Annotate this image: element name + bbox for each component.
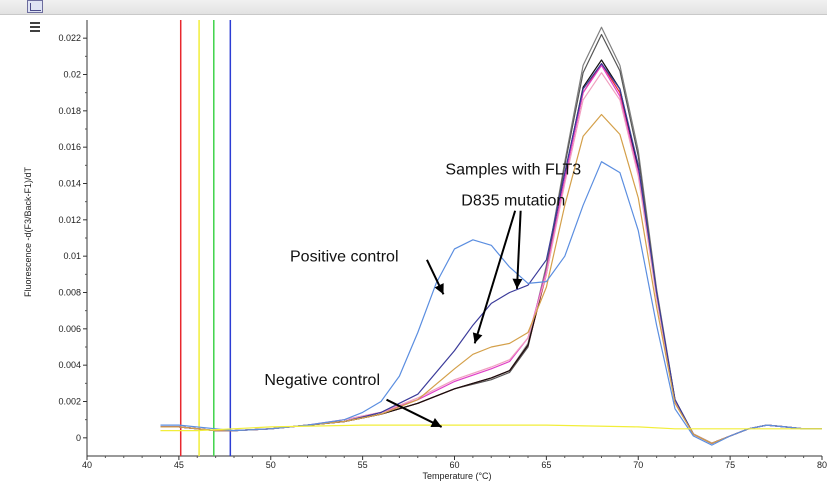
- melt-curve: [160, 64, 822, 444]
- annotation-label: Samples with FLT3: [445, 161, 581, 178]
- arrow-head: [430, 418, 442, 427]
- annotations: Samples with FLT3 D835 mutation Positive c…: [264, 161, 581, 389]
- y-tick-label: 0.004: [58, 360, 81, 370]
- arrow-head: [434, 283, 444, 295]
- annotation-arrows: [386, 210, 523, 428]
- melt-curve: [160, 59, 822, 444]
- y-tick-label: 0: [76, 433, 81, 443]
- x-tick-label: 60: [449, 460, 459, 470]
- annotation-label: Positive control: [290, 249, 399, 266]
- y-tick-label: 0.022: [58, 33, 81, 43]
- y-tick-label: 0.02: [63, 70, 81, 80]
- x-tick-label: 55: [358, 460, 368, 470]
- y-tick-label: 0.002: [58, 397, 81, 407]
- axes: 40 45 50 55 60 65 70 75 80 0 0.002 0.004 0.006 0.008 0…: [58, 20, 827, 470]
- y-tick-label: 0.014: [58, 179, 81, 189]
- window-top-bar: [0, 0, 827, 15]
- y-tick-label: 0.018: [58, 106, 81, 116]
- melt-curve: [160, 26, 822, 444]
- x-tick-label: 65: [541, 460, 551, 470]
- annotation-label: D835 mutation: [461, 192, 565, 209]
- x-tick-label: 75: [725, 460, 735, 470]
- x-tick-label: 40: [82, 460, 92, 470]
- series-lines: [160, 26, 822, 446]
- melt-curve: [160, 72, 822, 444]
- y-tick-label: 0.006: [58, 324, 81, 334]
- melt-curve: [160, 424, 822, 432]
- vertical-markers: [179, 20, 232, 456]
- chart-icon[interactable]: [27, 0, 43, 13]
- y-tick-label: 0.012: [58, 215, 81, 225]
- y-tick-label: 0.016: [58, 142, 81, 152]
- menu-icon[interactable]: [28, 20, 42, 34]
- arrow-shaft: [473, 210, 517, 344]
- x-tick-label: 45: [174, 460, 184, 470]
- y-tick-label: 0.01: [63, 251, 81, 261]
- arrow-head: [472, 332, 483, 344]
- annotation-label: Negative control: [264, 372, 380, 389]
- melt-curve: [160, 33, 822, 444]
- y-tick-label: 0.008: [58, 288, 81, 298]
- x-axis-label: Temperature (°C): [422, 471, 491, 481]
- arrow-shaft: [515, 210, 522, 289]
- melt-curve: [160, 62, 822, 444]
- arrow-head: [512, 278, 523, 289]
- melt-curve: [160, 62, 822, 444]
- x-tick-label: 80: [817, 460, 827, 470]
- y-axis-label: Fluorescence -d(F3/Back-F1)/dT: [23, 166, 33, 297]
- arrow-shaft: [386, 398, 443, 428]
- x-tick-label: 50: [266, 460, 276, 470]
- melt-curve: [160, 161, 822, 446]
- x-tick-label: 70: [633, 460, 643, 470]
